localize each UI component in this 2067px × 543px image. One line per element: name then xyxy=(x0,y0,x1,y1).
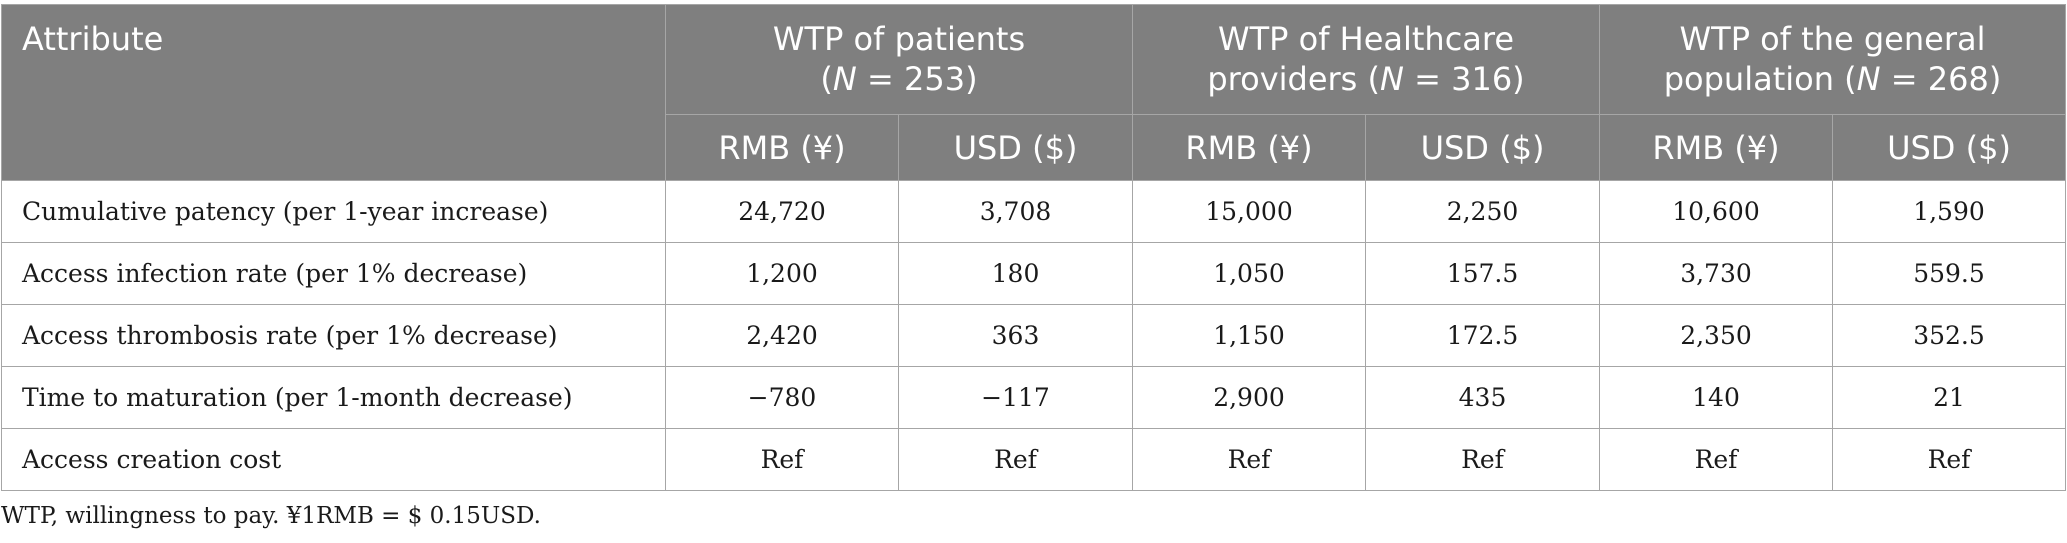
table-row: Access thrombosis rate (per 1% decrease)… xyxy=(1,304,2066,367)
table-cell: 140 xyxy=(1599,366,1833,429)
row-label: Access infection rate (per 1% decrease) xyxy=(1,242,666,305)
table-cell: 2,350 xyxy=(1599,304,1833,367)
group-header-prefix: ( xyxy=(820,60,833,98)
table-row: Cumulative patency (per 1-year increase)… xyxy=(1,180,2066,243)
group-header-n: N xyxy=(832,60,857,98)
group-header-n: N xyxy=(1856,60,1881,98)
row-label: Cumulative patency (per 1-year increase) xyxy=(1,180,666,243)
table-cell: 435 xyxy=(1365,366,1600,429)
table-cell: 352.5 xyxy=(1832,304,2066,367)
table-cell: 21 xyxy=(1832,366,2066,429)
group-header-prefix: population ( xyxy=(1663,60,1857,98)
group-header-count: = 268) xyxy=(1880,60,2002,98)
currency-header-usd: USD ($) xyxy=(898,114,1133,181)
table-cell: 1,050 xyxy=(1132,242,1366,305)
table-cell: 1,150 xyxy=(1132,304,1366,367)
currency-header-usd: USD ($) xyxy=(1832,114,2066,181)
currency-header-rmb: RMB (¥) xyxy=(1132,114,1366,181)
row-label: Access creation cost xyxy=(1,428,666,491)
table-cell: Ref xyxy=(1365,428,1600,491)
table-cell: Ref xyxy=(1599,428,1833,491)
group-header-patients: WTP of patients (N = 253) xyxy=(665,4,1133,115)
table-cell: 172.5 xyxy=(1365,304,1600,367)
currency-header-usd: USD ($) xyxy=(1365,114,1600,181)
table-cell: −780 xyxy=(665,366,899,429)
table-cell: Ref xyxy=(665,428,899,491)
table-header: Attribute WTP of patients (N = 253) WTP … xyxy=(1,4,2066,181)
table-cell: 15,000 xyxy=(1132,180,1366,243)
group-header-line1: WTP of patients xyxy=(772,20,1026,58)
group-header-line1: WTP of Healthcare xyxy=(1217,20,1515,58)
header-row-groups: Attribute WTP of patients (N = 253) WTP … xyxy=(1,4,2066,181)
table-cell: 1,590 xyxy=(1832,180,2066,243)
table-cell: Ref xyxy=(1132,428,1366,491)
table-cell: 24,720 xyxy=(665,180,899,243)
table-row: Access infection rate (per 1% decrease) … xyxy=(1,242,2066,305)
table-cell: 2,250 xyxy=(1365,180,1600,243)
group-header-count: = 253) xyxy=(856,60,978,98)
table-cell: Ref xyxy=(898,428,1133,491)
table-cell: −117 xyxy=(898,366,1133,429)
table-cell: 3,708 xyxy=(898,180,1133,243)
table-cell: 1,200 xyxy=(665,242,899,305)
currency-header-rmb: RMB (¥) xyxy=(1599,114,1833,181)
table-cell: 3,730 xyxy=(1599,242,1833,305)
row-label: Access thrombosis rate (per 1% decrease) xyxy=(1,304,666,367)
group-header-prefix: providers ( xyxy=(1207,60,1380,98)
attribute-header: Attribute xyxy=(1,4,666,181)
table-row: Access creation cost Ref Ref Ref Ref Ref… xyxy=(1,428,2066,491)
table-cell: 2,420 xyxy=(665,304,899,367)
table-cell: 2,900 xyxy=(1132,366,1366,429)
table-cell: Ref xyxy=(1832,428,2066,491)
group-header-general-population: WTP of the general population (N = 268) xyxy=(1599,4,2066,115)
table-body: Cumulative patency (per 1-year increase)… xyxy=(1,180,2066,491)
table-cell: 180 xyxy=(898,242,1133,305)
table-cell: 10,600 xyxy=(1599,180,1833,243)
header-row-currency: RMB (¥) USD ($) RMB (¥) USD ($) RMB (¥) … xyxy=(2,114,2066,181)
group-header-providers: WTP of Healthcare providers (N = 316) xyxy=(1132,4,1600,115)
table-row: Time to maturation (per 1-month decrease… xyxy=(1,366,2066,429)
currency-header-rmb: RMB (¥) xyxy=(665,114,899,181)
row-label: Time to maturation (per 1-month decrease… xyxy=(1,366,666,429)
table-footnote: WTP, willingness to pay. ¥1RMB = $ 0.15U… xyxy=(1,503,541,529)
table-cell: 363 xyxy=(898,304,1133,367)
table-cell: 157.5 xyxy=(1365,242,1600,305)
table-cell: 559.5 xyxy=(1832,242,2066,305)
group-header-count: = 316) xyxy=(1403,60,1525,98)
group-header-n: N xyxy=(1380,60,1404,98)
group-header-line1: WTP of the general xyxy=(1679,20,1986,58)
wtp-table: Attribute WTP of patients (N = 253) WTP … xyxy=(1,4,2066,491)
